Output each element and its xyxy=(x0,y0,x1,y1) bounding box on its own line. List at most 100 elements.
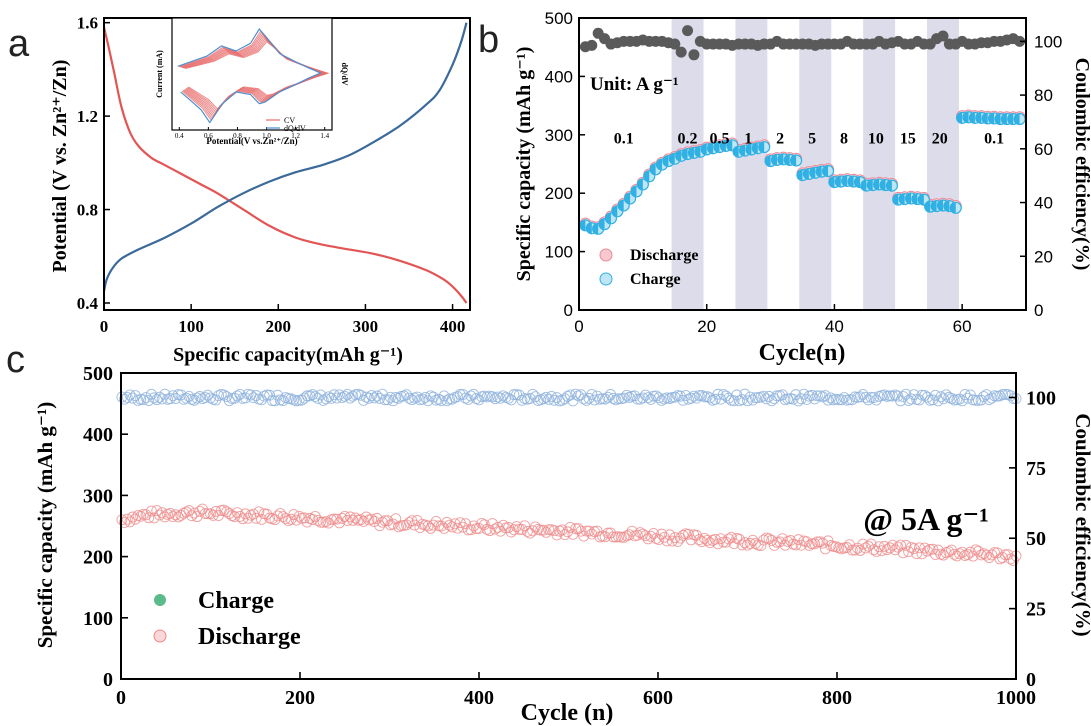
chart-c-discharge-point xyxy=(712,538,724,550)
chart-c-discharge-point xyxy=(846,544,858,556)
chart-b-rate-labels: 0.1 0.2 0.5 1 2 5 8 10 15 20 0.1 xyxy=(614,131,1004,148)
chart-c-discharge-point xyxy=(774,536,786,548)
chart-c-discharge-point xyxy=(194,505,206,517)
chart-c-ce-point xyxy=(712,388,724,400)
chart-c-ce-point xyxy=(693,390,705,401)
chart-c-discharge-point xyxy=(293,510,305,522)
chart-c-ce-point xyxy=(333,389,345,401)
chart-c-discharge-point xyxy=(435,520,447,532)
chart-c-discharge-point xyxy=(656,528,668,540)
chart-c-ce-point xyxy=(527,388,539,400)
chart-c-discharge-point xyxy=(865,538,877,550)
chart-c-ce-point xyxy=(935,391,947,403)
chart-b-charge-point-half xyxy=(841,175,848,187)
chart-c-ce-point xyxy=(691,392,702,404)
chart-c-discharge-point xyxy=(460,518,472,530)
chart-b-charge-point-half xyxy=(707,142,714,154)
chart-c-ce-point xyxy=(836,394,847,406)
chart-c-discharge-point xyxy=(486,518,498,530)
chart-b-charge-point-half xyxy=(618,199,624,211)
inset-cv-loop xyxy=(185,40,330,110)
chart-b-rate-label: 0.1 xyxy=(984,131,1004,148)
chart-c-discharge-point xyxy=(645,530,657,542)
chart-b-legend-charge-marker xyxy=(599,272,613,286)
chart-c-ce-point xyxy=(277,395,289,406)
chart-c-discharge-point xyxy=(307,514,318,525)
chart-c-ce-point xyxy=(986,392,998,404)
chart-c-ce-point xyxy=(669,391,681,403)
chart-c-ce-point xyxy=(417,393,429,405)
chart-c-discharge-point xyxy=(911,548,923,560)
chart-c-ce-point xyxy=(191,392,203,404)
chart-b-rate-label: 5 xyxy=(808,131,816,148)
chart-c-discharge-point xyxy=(129,513,141,525)
chart-c-ce-point xyxy=(312,392,324,404)
inset-xtick-label: 0.6 xyxy=(204,132,213,140)
chart-c-discharge-point xyxy=(344,511,356,523)
chart-b-charge-point-half xyxy=(784,154,790,166)
chart-c-legend-charge-marker xyxy=(154,594,166,606)
chart-c-ce-point xyxy=(884,390,896,402)
chart-c-ce-point xyxy=(529,391,541,403)
chart-c-legend-discharge-label: Discharge xyxy=(198,624,301,650)
chart-c-discharge-point xyxy=(438,522,450,534)
chart-c-discharge-point xyxy=(301,516,313,528)
chart-a-inset: 0.4 0.6 0.8 1.0 1.2 1.4 Potential(V vs.Zn²⁺/Z… xyxy=(155,17,349,146)
inset-xtick-label: 0.8 xyxy=(233,132,242,140)
chart-c-ce-point xyxy=(148,392,160,404)
chart-c-discharge-point xyxy=(328,513,340,525)
chart-b-charge-point-half xyxy=(982,112,988,124)
chart-c-discharge-point xyxy=(897,547,909,559)
chart-c-ce-point xyxy=(180,392,192,404)
chart-c-discharge-point xyxy=(862,540,874,552)
chart-b-charge-point-half xyxy=(828,176,835,188)
chart-c-ce-point xyxy=(167,390,179,402)
chart-b-charge-point-half xyxy=(950,202,956,214)
chart-b-charge-point-half xyxy=(662,155,669,167)
chart-c-ce-point xyxy=(194,391,206,402)
inset-legend-dqdv-label: dQ/dV xyxy=(284,124,306,133)
chart-c-discharge-point xyxy=(341,514,353,526)
chart-c-xtick-label: 200 xyxy=(285,687,315,709)
chart-c-ce-point xyxy=(382,394,394,406)
chart-c-discharge-point xyxy=(411,515,423,526)
chart-c-discharge-point xyxy=(312,514,324,526)
chart-c-discharge-point xyxy=(202,508,214,520)
chart-c-discharge-point xyxy=(154,509,165,521)
chart-a-ytick-label: 1.2 xyxy=(77,107,98,126)
chart-b-charge-point-half xyxy=(1001,113,1007,125)
chart-b-xtick-label: 60 xyxy=(953,317,972,336)
chart-c-discharge-point xyxy=(508,524,520,536)
chart-c-ce-point xyxy=(223,395,235,407)
chart-b-charge-point-half xyxy=(988,112,995,124)
chart-c-xtick-label: 800 xyxy=(822,687,852,709)
chart-c-discharge-point xyxy=(661,535,673,547)
chart-c-discharge-point xyxy=(669,532,681,544)
chart-c-ce-point xyxy=(307,389,318,401)
chart-b-rate-band xyxy=(863,18,896,310)
chart-c-discharge-point xyxy=(543,524,555,536)
chart-b-rate-label: 0.1 xyxy=(614,131,634,148)
chart-c-discharge-point xyxy=(250,512,262,524)
chart-c-discharge-point xyxy=(274,507,286,519)
chart-b-ce-point xyxy=(669,38,681,50)
chart-b-charge-point-half xyxy=(701,143,707,155)
chart-c-discharge-point xyxy=(366,513,378,525)
chart-b-charge-point-half xyxy=(848,176,854,188)
chart-c-ce-point xyxy=(798,388,810,400)
chart-c-discharge-point xyxy=(570,523,582,535)
chart-c-ce-point xyxy=(446,393,458,405)
chart-b-charge-point-half xyxy=(771,154,777,166)
chart-c-ce-point xyxy=(315,389,327,401)
chart-b-charge-point-half xyxy=(739,145,746,157)
chart-c-discharge-point xyxy=(954,548,966,560)
chart-c-ce-point xyxy=(269,395,281,407)
chart-a-axes: 0 100 200 300 400 0.4 0.8 1.2 1.6 xyxy=(77,14,466,336)
chart-c-ce-point xyxy=(188,394,200,406)
chart-c-ce-point xyxy=(680,390,692,401)
inset-legend-cv-label: CV xyxy=(284,116,295,125)
chart-c-ce-point xyxy=(860,392,872,403)
chart-c-ce-point xyxy=(124,389,136,401)
chart-c-discharge-point xyxy=(425,522,437,534)
